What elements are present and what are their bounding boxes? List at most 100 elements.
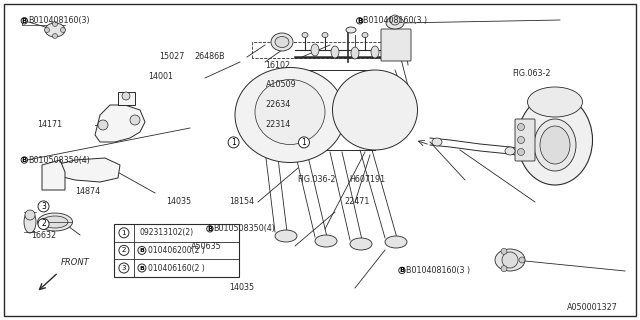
Circle shape (518, 124, 525, 131)
Circle shape (518, 137, 525, 143)
Bar (114, 224, 239, 277)
Text: 1: 1 (122, 230, 126, 236)
Text: B: B (140, 266, 145, 270)
Circle shape (119, 263, 129, 273)
Text: 15027: 15027 (159, 52, 184, 60)
Ellipse shape (385, 236, 407, 248)
Ellipse shape (371, 46, 379, 58)
Circle shape (119, 228, 129, 238)
Text: B: B (399, 268, 404, 273)
Text: 22314: 22314 (266, 120, 291, 129)
Ellipse shape (362, 33, 368, 37)
Text: FRONT: FRONT (60, 259, 89, 268)
Text: FIG.036-2: FIG.036-2 (298, 175, 336, 184)
Text: 22471: 22471 (344, 197, 370, 206)
Text: 1: 1 (301, 138, 307, 147)
Circle shape (25, 210, 35, 220)
Circle shape (518, 148, 525, 156)
Circle shape (130, 115, 140, 125)
Text: 14171: 14171 (37, 120, 62, 129)
Circle shape (119, 245, 129, 255)
Ellipse shape (333, 70, 417, 150)
Text: B010508350(4): B010508350(4) (214, 224, 276, 233)
Ellipse shape (235, 68, 345, 163)
Text: B010408160(3 ): B010408160(3 ) (364, 16, 428, 25)
Text: A050001327: A050001327 (567, 303, 618, 312)
Ellipse shape (255, 79, 325, 145)
Ellipse shape (24, 211, 36, 233)
Text: B010408160(3 ): B010408160(3 ) (406, 266, 470, 275)
Ellipse shape (302, 33, 308, 37)
Circle shape (502, 252, 518, 268)
Circle shape (21, 157, 28, 163)
Polygon shape (42, 160, 65, 190)
Ellipse shape (350, 238, 372, 250)
Ellipse shape (495, 249, 525, 271)
Ellipse shape (331, 46, 339, 58)
Polygon shape (118, 92, 135, 105)
Text: B: B (22, 18, 27, 24)
Circle shape (298, 137, 310, 148)
Ellipse shape (322, 33, 328, 37)
Ellipse shape (518, 95, 593, 185)
Circle shape (38, 219, 49, 229)
Circle shape (122, 92, 130, 100)
Ellipse shape (275, 36, 289, 47)
Text: 22634: 22634 (266, 100, 291, 108)
Ellipse shape (311, 44, 319, 56)
Text: 010406200(2 ): 010406200(2 ) (148, 246, 205, 255)
Circle shape (52, 34, 58, 38)
Ellipse shape (527, 87, 582, 117)
Ellipse shape (42, 216, 68, 228)
Text: 26486B: 26486B (194, 52, 225, 60)
Ellipse shape (45, 23, 65, 37)
Polygon shape (95, 105, 145, 142)
Ellipse shape (38, 213, 72, 231)
Text: 14035: 14035 (166, 197, 191, 206)
FancyBboxPatch shape (515, 119, 535, 161)
Circle shape (501, 266, 507, 272)
Text: H607191: H607191 (349, 175, 385, 184)
Text: 14035: 14035 (229, 284, 254, 292)
Circle shape (98, 120, 108, 130)
Text: 092313102(2): 092313102(2) (140, 228, 194, 237)
Text: 010406160(2 ): 010406160(2 ) (148, 263, 205, 273)
Text: 14001: 14001 (148, 72, 173, 81)
Circle shape (21, 18, 28, 24)
Circle shape (356, 18, 363, 24)
Text: A50635: A50635 (191, 242, 221, 251)
Text: 16102: 16102 (266, 61, 291, 70)
Ellipse shape (275, 230, 297, 242)
Text: 2: 2 (122, 247, 126, 253)
Text: 3: 3 (41, 202, 46, 211)
Text: 18154: 18154 (229, 197, 254, 206)
Circle shape (138, 246, 146, 254)
Text: B: B (357, 18, 362, 24)
Circle shape (207, 226, 213, 232)
Text: FIG.063-2: FIG.063-2 (512, 69, 550, 78)
Text: B010408160(3): B010408160(3) (28, 16, 90, 25)
Text: B010508350(4): B010508350(4) (28, 156, 90, 164)
Circle shape (519, 257, 525, 263)
Text: B: B (22, 157, 27, 163)
Text: 14874: 14874 (76, 188, 100, 196)
Ellipse shape (505, 147, 515, 155)
Ellipse shape (346, 27, 356, 33)
Ellipse shape (271, 33, 293, 51)
Circle shape (399, 267, 405, 274)
Ellipse shape (432, 138, 442, 146)
Text: B: B (207, 226, 212, 232)
Ellipse shape (540, 126, 570, 164)
Polygon shape (55, 158, 120, 182)
Circle shape (390, 15, 400, 25)
Circle shape (501, 248, 507, 254)
Text: B: B (140, 248, 145, 253)
Ellipse shape (315, 235, 337, 247)
Circle shape (45, 28, 49, 33)
Circle shape (52, 21, 58, 27)
Circle shape (61, 28, 65, 33)
Circle shape (228, 137, 239, 148)
Circle shape (138, 264, 146, 272)
Text: 3: 3 (122, 265, 126, 271)
Ellipse shape (386, 17, 404, 29)
